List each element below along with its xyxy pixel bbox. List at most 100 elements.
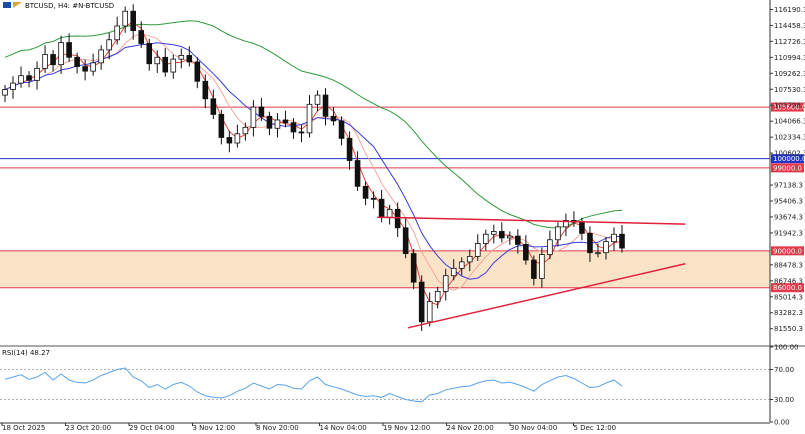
candle-body	[499, 231, 505, 239]
trendline-upper	[377, 216, 686, 225]
level-tag-text: 105600.0	[773, 104, 805, 112]
candle-body	[114, 25, 120, 41]
rsi-axis-label: 70.00	[774, 366, 794, 374]
candle-body	[282, 119, 289, 124]
candle-body	[298, 131, 305, 134]
candle-body	[611, 233, 617, 243]
candle-body	[106, 39, 112, 51]
candle-body	[523, 243, 529, 261]
price-axis-label: 105798.3	[774, 102, 805, 110]
candle-body	[474, 243, 481, 257]
level-tag	[771, 163, 804, 173]
candle-body	[354, 160, 361, 187]
rsi-axis-label: 30.00	[774, 396, 794, 404]
candle-body	[547, 239, 553, 255]
candle-body	[154, 56, 161, 65]
candle-body	[450, 267, 457, 277]
trendline-lower	[407, 263, 686, 329]
candle-body	[98, 49, 104, 64]
candle-body	[266, 115, 273, 129]
ma-green-line	[4, 20, 623, 229]
price-axis-label: 81550.3	[774, 325, 803, 333]
price-axis-label: 107530.3	[774, 86, 805, 94]
candle-body	[250, 106, 257, 128]
time-axis-label: 5 Dec 12:00	[574, 424, 617, 432]
rsi-axis-label: 0.00	[774, 419, 790, 427]
chart-type-icon	[13, 2, 22, 8]
rsi-axis-label: 100.00	[774, 344, 799, 352]
candle-body	[314, 94, 321, 105]
header-group: BTCUSD, H4: #N-BTCUSD	[3, 2, 114, 10]
ma-blue-line	[4, 42, 623, 280]
time-axis-label: 18 Oct 2025	[2, 424, 45, 432]
candle-body	[515, 235, 521, 245]
candle-body	[490, 231, 497, 235]
level-tag-text: 99000.0	[773, 164, 802, 172]
price-axis-label: 93674.3	[774, 213, 803, 221]
rsi-line	[4, 367, 623, 403]
candle-body	[346, 137, 353, 161]
level-tag	[771, 102, 804, 112]
price-axis-label: 97138.3	[774, 182, 803, 190]
candle-body	[595, 252, 601, 255]
price-axis-label: 114458.3	[774, 22, 805, 30]
price-axis-label: 116190.3	[774, 6, 805, 14]
price-axis-label: 102334.3	[774, 134, 805, 142]
candle-body	[2, 89, 8, 96]
candle-body	[170, 58, 177, 73]
price-axis-label: 109262.3	[774, 70, 805, 78]
symbol-flag-icon	[3, 2, 11, 8]
candle-body	[130, 10, 137, 31]
candle-body	[539, 254, 545, 279]
candle-body	[579, 221, 585, 234]
candle-body	[34, 67, 40, 81]
time-axis-label: 29 Oct 04:00	[129, 424, 175, 432]
candle-body	[322, 94, 329, 117]
candle-body	[210, 98, 217, 115]
candle-body	[362, 185, 369, 199]
price-axis-label: 85014.3	[774, 293, 803, 301]
candle-body	[138, 30, 145, 44]
price-axis-label: 112726.3	[774, 38, 805, 46]
candle-body	[426, 301, 433, 323]
price-axis-label: 110994.3	[774, 54, 805, 62]
price-axis-label: 104066.3	[774, 118, 805, 126]
candle-body	[122, 10, 128, 27]
rsi-label: RSI(14) 48.27	[2, 349, 50, 357]
time-axis-label: 23 Oct 20:00	[66, 424, 112, 432]
candle-body	[338, 120, 345, 139]
candle-body	[418, 281, 425, 323]
candle-body	[482, 233, 489, 244]
candle-body	[274, 119, 281, 129]
candle-body	[10, 82, 16, 90]
time-axis-label: 19 Nov 12:00	[383, 424, 430, 432]
candle-body	[563, 220, 569, 228]
candle-body	[218, 114, 225, 138]
candle-body	[442, 275, 449, 292]
candle-body	[378, 198, 385, 219]
candle-body	[178, 55, 185, 60]
time-axis-label: 8 Nov 20:00	[256, 424, 299, 432]
candle-body	[146, 43, 153, 65]
candle-body	[82, 66, 88, 72]
candle-body	[330, 115, 337, 122]
candle-body	[466, 255, 473, 263]
candle-body	[42, 54, 48, 69]
price-axis-label: 83282.3	[774, 309, 803, 317]
candle-body	[66, 42, 72, 58]
supply-demand-zone	[0, 250, 770, 288]
candle-body	[619, 233, 625, 249]
candle-body	[58, 42, 64, 66]
level-tag	[771, 283, 804, 293]
time-axis-label: 30 Nov 04:00	[510, 424, 557, 432]
candle-body	[18, 75, 24, 84]
candle-body	[194, 61, 201, 82]
candle-body	[202, 80, 209, 100]
price-axis-label: 100602.3	[774, 150, 805, 158]
candle-body	[507, 235, 513, 239]
candle-body	[410, 253, 417, 283]
candle-body	[186, 55, 193, 63]
candle-body	[434, 290, 441, 302]
candle-body	[226, 137, 233, 144]
